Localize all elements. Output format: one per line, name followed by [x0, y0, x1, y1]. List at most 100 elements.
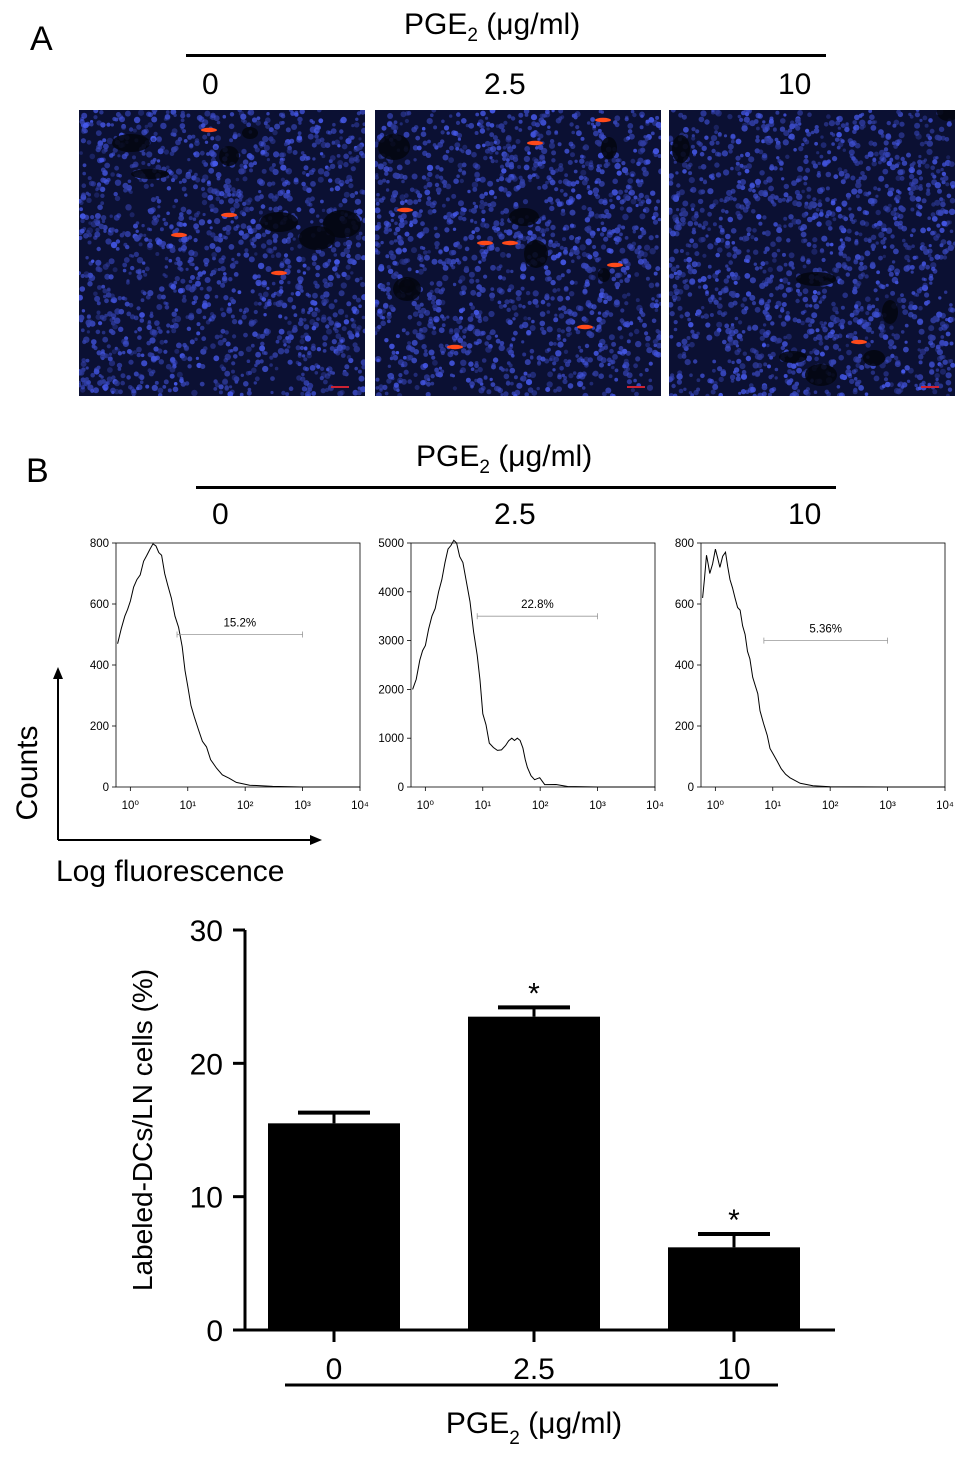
header-unit: (μg/ml)	[477, 8, 581, 41]
x-tick-label: 10¹	[179, 800, 196, 812]
x-tick-label: 10²	[532, 800, 549, 812]
bar-dose-10	[668, 1247, 800, 1330]
significance-asterisk: *	[728, 1204, 740, 1237]
y-tick-label: 600	[675, 599, 694, 611]
bar-chart: 0 10 20 30 Labeled-DCs/LN cells (%) 0 * 2.5 * 10 P…	[127, 915, 835, 1449]
gate-marker	[763, 637, 888, 644]
x-tick-label: 10⁴	[351, 800, 369, 812]
gate-percentage-label: 15.2%	[224, 618, 257, 630]
y-tick-label: 0	[206, 1315, 223, 1348]
histogram-chart-dose-10: 0 200 400 600 800 10⁰ 10¹ 10² 10³ 10⁴ 5.36%	[675, 538, 954, 812]
bar-dose-0	[268, 1123, 400, 1330]
x-tick-label: 10¹	[474, 800, 491, 812]
gate-percentage-label: 22.8%	[521, 599, 554, 611]
axis-key-arrows	[53, 667, 322, 845]
histogram-curve	[117, 543, 360, 788]
y-tick-label: 800	[90, 538, 109, 550]
y-tick-label: 600	[90, 599, 109, 611]
labeled-cell-marker	[577, 324, 593, 330]
gate-marker	[476, 613, 598, 620]
bar-x-axis-label: PGE2 (μg/ml)	[446, 1407, 622, 1449]
labeled-cell-marker	[397, 207, 413, 213]
labeled-cell-marker	[447, 344, 463, 350]
micrograph-dose-10	[669, 110, 955, 396]
x-tick-label: 10³	[294, 800, 311, 812]
bar-y-axis-label: Labeled-DCs/LN cells (%)	[127, 969, 158, 1291]
x-tick-label: 10⁴	[646, 800, 664, 812]
x-tick-label: 10⁰	[122, 800, 140, 812]
x-tick-label: 2.5	[513, 1353, 555, 1386]
error-bar	[498, 1005, 570, 1017]
y-tick-label: 10	[190, 1182, 223, 1215]
y-tick-label: 0	[688, 782, 694, 794]
y-tick-label: 200	[90, 721, 109, 733]
panel-a-dose-10: 10	[778, 68, 812, 101]
x-tick-label: 10⁰	[417, 800, 435, 812]
micrograph-dose-2-5	[375, 110, 661, 396]
y-tick-label: 0	[398, 782, 404, 794]
y-tick-label: 30	[190, 915, 223, 948]
panel-a-dose-0: 0	[202, 68, 219, 101]
y-tick-label: 2000	[378, 684, 404, 696]
header-subscript: 2	[479, 457, 490, 478]
labeled-cell-marker	[221, 212, 237, 218]
y-tick-label: 200	[675, 721, 694, 733]
y-tick-label: 1000	[378, 733, 404, 745]
y-tick-label: 400	[675, 660, 694, 672]
y-tick-label: 3000	[378, 636, 404, 648]
x-tick-label: 10¹	[764, 800, 781, 812]
up-arrow-icon	[53, 667, 63, 679]
gate-marker	[176, 631, 303, 638]
x-tick-label: 10³	[589, 800, 606, 812]
panel-b-dose-10: 10	[788, 498, 822, 531]
labeled-cell-marker	[595, 117, 611, 123]
panel-a-header-rule	[186, 54, 826, 57]
histogram-curve	[702, 548, 945, 788]
histogram-x-axis-label: Log fluorescence	[56, 855, 285, 888]
histogram-chart-dose-0: 0 200 400 600 800 10⁰ 10¹ 10² 10³ 10⁴ 15.2%	[90, 538, 369, 812]
y-tick-label: 4000	[378, 587, 404, 599]
error-bar	[298, 1110, 370, 1124]
header-unit: (μg/ml)	[489, 440, 593, 473]
labeled-cell-marker	[527, 140, 543, 146]
labeled-cell-marker	[477, 240, 493, 246]
histogram-chart-dose-2-5: 0 1000 2000 3000 4000 5000 10⁰ 10¹ 10² 10³ 10⁴ 22.8…	[378, 538, 664, 812]
histogram-y-axis-label: Counts	[11, 725, 44, 821]
x-tick-label: 10⁴	[936, 800, 954, 812]
panel-a-dose-2-5: 2.5	[484, 68, 526, 101]
labeled-cell-marker	[502, 240, 518, 246]
labeled-cell-marker	[201, 127, 217, 133]
header-text: PGE	[404, 8, 468, 41]
y-tick-label: 800	[675, 538, 694, 550]
x-tick-label: 10²	[822, 800, 839, 812]
x-tick-label: 0	[326, 1353, 343, 1386]
y-tick-label: 0	[103, 782, 109, 794]
panel-b-header: PGE2 (μg/ml)	[416, 440, 592, 479]
panel-a-label: A	[30, 20, 53, 58]
x-tick-label: 10	[717, 1353, 750, 1386]
bar-dose-2.5	[468, 1016, 600, 1330]
panel-b-dose-0: 0	[212, 498, 229, 531]
labeled-cell-marker	[607, 262, 623, 268]
panel-b-dose-2-5: 2.5	[494, 498, 536, 531]
histogram-frame	[700, 542, 946, 788]
panel-a-header: PGE2 (μg/ml)	[404, 8, 580, 47]
labeled-cell-marker	[271, 270, 287, 276]
y-tick-label: 400	[90, 660, 109, 672]
significance-asterisk: *	[528, 977, 540, 1010]
labeled-cell-marker	[171, 232, 187, 238]
labeled-cell-marker	[851, 339, 867, 345]
scale-bar	[921, 386, 939, 388]
header-text: PGE	[416, 440, 480, 473]
panel-b-header-rule	[196, 486, 836, 489]
error-bar	[698, 1232, 770, 1248]
y-tick-label: 5000	[378, 538, 404, 550]
x-tick-label: 10³	[879, 800, 896, 812]
histogram-frame	[410, 542, 656, 788]
right-arrow-icon	[310, 835, 322, 845]
x-tick-label: 10²	[237, 800, 254, 812]
scale-bar	[627, 386, 645, 388]
x-tick-label: 10⁰	[707, 800, 725, 812]
scale-bar	[331, 386, 349, 388]
panel-b-label: B	[26, 452, 49, 490]
